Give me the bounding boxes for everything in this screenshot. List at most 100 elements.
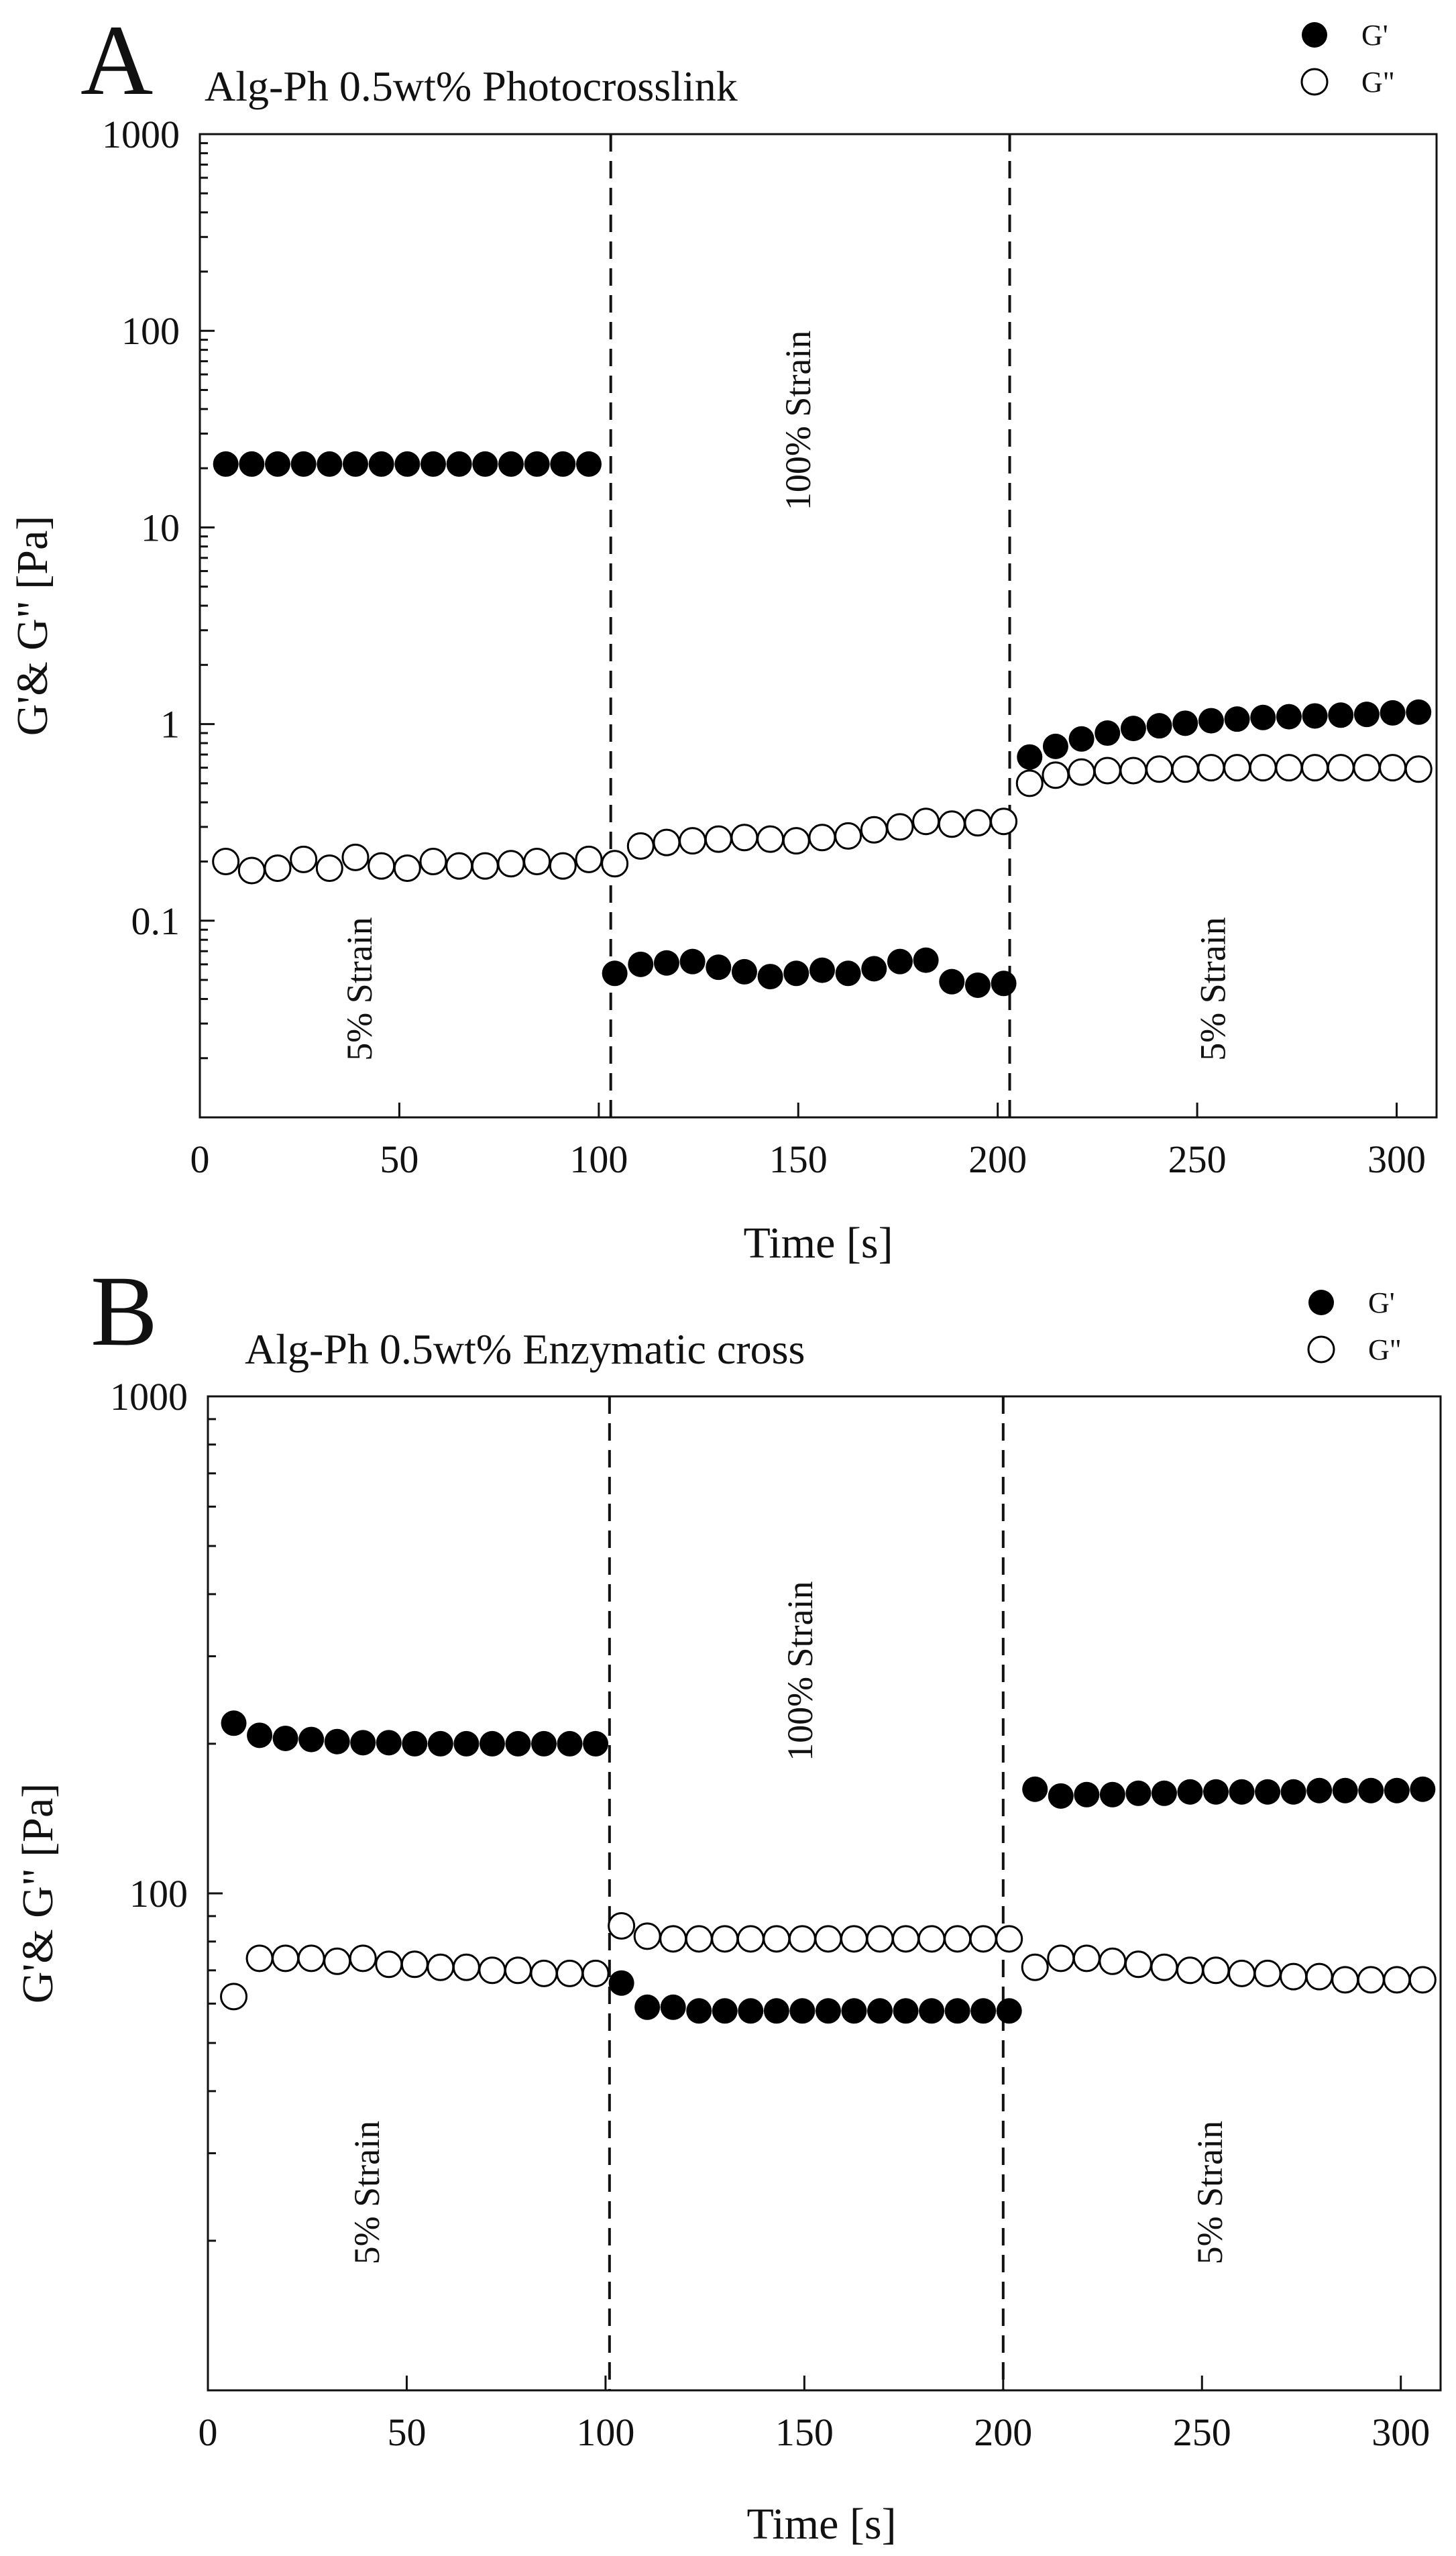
legend-marker-g-double-prime	[1300, 68, 1329, 96]
data-point-g-prime	[893, 1998, 919, 2024]
data-point-g-double-prime	[1021, 1953, 1049, 1981]
data-point-g-prime	[505, 1730, 531, 1757]
y-axis-label: G'& G" [Pa]	[8, 516, 57, 736]
data-point-g-double-prime	[995, 1925, 1023, 1953]
data-point-g-double-prime	[368, 852, 396, 880]
data-point-g-double-prime	[1228, 1959, 1256, 1987]
chart-title: Alg-Ph 0.5wt% Photocrosslink	[205, 62, 738, 110]
data-point-g-prime	[789, 1998, 816, 2024]
data-point-g-prime	[1099, 1781, 1125, 1808]
plot-frame	[207, 1395, 1442, 2392]
data-point-g-prime	[290, 451, 317, 477]
data-point-g-double-prime	[1357, 1966, 1385, 1994]
data-point-g-double-prime	[834, 822, 862, 850]
data-point-g-double-prime	[1249, 754, 1277, 782]
data-point-g-double-prime	[1404, 755, 1433, 783]
data-point-g-double-prime	[427, 1953, 455, 1981]
data-point-g-double-prime	[556, 1959, 584, 1987]
data-point-g-double-prime	[990, 808, 1018, 836]
y-tick-label: 0.1	[131, 899, 180, 943]
legend-marker-g-prime	[1302, 22, 1327, 48]
data-point-g-prime	[239, 451, 265, 477]
data-point-g-prime	[317, 451, 343, 477]
data-point-g-prime	[1017, 744, 1043, 770]
data-point-g-prime	[557, 1730, 583, 1757]
data-point-g-double-prime	[393, 854, 421, 882]
data-point-g-prime	[1229, 1779, 1255, 1805]
data-point-g-prime	[1302, 703, 1328, 729]
x-axis-label: Time [s]	[743, 1219, 893, 1268]
legend-label: G"	[1368, 1333, 1402, 1366]
data-point-g-prime	[427, 1730, 453, 1757]
data-point-g-prime	[738, 1998, 764, 2024]
x-tick-label: 0	[190, 1137, 210, 1181]
y-tick-label: 1000	[110, 1375, 188, 1419]
data-point-g-double-prime	[523, 848, 551, 876]
data-point-g-prime	[1328, 702, 1354, 728]
y-tick-label: 10	[141, 506, 180, 549]
data-point-g-prime	[1125, 1780, 1152, 1806]
data-point-g-prime	[608, 1970, 634, 1996]
data-point-g-prime	[1406, 699, 1432, 725]
data-point-g-prime	[1332, 1777, 1358, 1803]
data-point-g-prime	[809, 957, 835, 983]
y-tick-label: 1	[160, 703, 180, 746]
data-point-g-double-prime	[264, 854, 292, 882]
data-point-g-double-prime	[1408, 1966, 1437, 1994]
data-point-g-prime	[602, 960, 628, 987]
data-point-g-double-prime	[452, 1953, 480, 1981]
data-point-g-prime	[996, 1998, 1022, 2024]
data-point-g-prime	[472, 451, 498, 477]
data-point-g-double-prime	[1047, 1944, 1075, 1972]
data-point-g-double-prime	[763, 1925, 791, 1953]
data-point-g-double-prime	[290, 845, 318, 873]
data-point-g-prime	[964, 972, 991, 998]
data-point-g-prime	[498, 451, 524, 477]
data-point-g-double-prime	[886, 813, 914, 841]
data-point-g-prime	[913, 947, 939, 973]
legend-label: G'	[1368, 1286, 1395, 1319]
data-point-g-prime	[1250, 704, 1276, 730]
data-point-g-prime	[841, 1998, 867, 2024]
data-point-g-double-prime	[349, 1944, 377, 1972]
y-tick-label: 100	[129, 1872, 188, 1915]
data-point-g-double-prime	[964, 809, 992, 837]
data-point-g-prime	[939, 968, 965, 995]
y-tick-label: 1000	[102, 113, 180, 156]
data-point-g-prime	[524, 451, 550, 477]
data-point-g-double-prime	[633, 1922, 661, 1950]
data-point-g-prime	[479, 1730, 505, 1757]
data-point-g-double-prime	[1093, 757, 1121, 785]
data-point-g-prime	[1280, 1779, 1306, 1805]
data-point-g-double-prime	[704, 825, 732, 853]
data-point-g-double-prime	[685, 1925, 713, 1953]
data-point-g-prime	[1384, 1777, 1410, 1803]
data-point-g-double-prime	[757, 825, 785, 853]
x-tick-label: 250	[1168, 1137, 1227, 1181]
data-point-g-prime	[1172, 710, 1198, 736]
strain-region-label: 5% Strain	[1190, 2121, 1230, 2264]
panel-a: A Alg-Ph 0.5wt% Photocrosslink 0 50 100 150 20…	[8, 5, 1438, 1268]
y-tick-label: 100	[121, 309, 180, 353]
x-tick-label: 50	[380, 1137, 418, 1181]
data-point-g-double-prime	[1124, 1950, 1152, 1979]
data-point-g-prime	[634, 1994, 661, 2020]
data-point-g-prime	[653, 950, 679, 976]
data-point-g-prime	[402, 1730, 428, 1757]
x-tick-label: 200	[974, 2410, 1032, 2454]
data-point-g-double-prime	[315, 854, 343, 882]
data-point-g-prime	[213, 451, 239, 477]
x-tick-label: 250	[1173, 2410, 1231, 2454]
data-point-g-double-prime	[1150, 1953, 1178, 1981]
data-point-g-double-prime	[1379, 754, 1407, 782]
x-tick-label: 100	[569, 1137, 628, 1181]
data-point-g-prime	[706, 954, 732, 981]
data-point-g-double-prime	[1176, 1956, 1204, 1985]
data-point-g-prime	[221, 1710, 247, 1736]
legend: G' G"	[1307, 1286, 1402, 1366]
data-point-g-double-prime	[1383, 1966, 1411, 1994]
panel-b: B Alg-Ph 0.5wt% Enzymatic cross 0 50 100 150 2…	[13, 1256, 1442, 2549]
data-point-g-double-prime	[938, 810, 966, 838]
data-point-g-prime	[342, 451, 368, 477]
data-point-g-prime	[1120, 716, 1146, 742]
